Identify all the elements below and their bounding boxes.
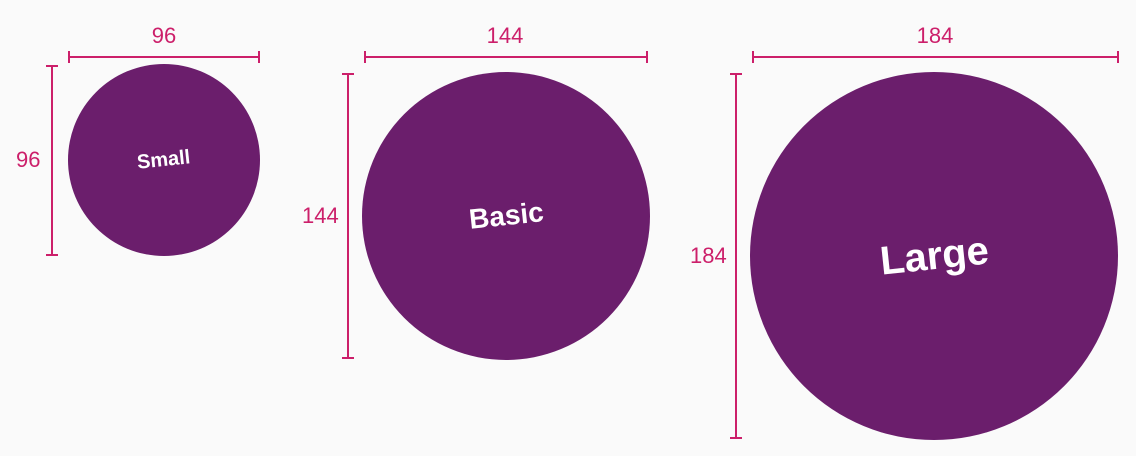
- width-dimension-label: 96: [151, 23, 177, 48]
- height-dimension-cap-start: [342, 73, 354, 75]
- height-dimension-cap-start: [730, 73, 742, 75]
- height-dimension-line: [347, 73, 349, 358]
- height-dimension-label: 96: [16, 147, 41, 172]
- height-dimension-line: [735, 73, 737, 439]
- height-dimension-cap-start: [46, 65, 58, 67]
- height-dimension-label: 144: [302, 203, 339, 228]
- width-dimension-label: 144: [486, 23, 524, 48]
- width-dimension-cap-end: [1117, 51, 1119, 63]
- large-circle: Large: [750, 72, 1118, 440]
- width-dimension-line: [364, 56, 648, 58]
- circle-label: Large: [877, 227, 991, 284]
- height-dimension-cap-end: [730, 437, 742, 439]
- width-dimension-line: [68, 56, 259, 58]
- height-dimension-line: [51, 65, 53, 256]
- basic-circle: Basic: [362, 72, 650, 360]
- height-dimension-cap-end: [46, 254, 58, 256]
- height-dimension-cap-end: [342, 357, 354, 359]
- width-dimension-line: [752, 56, 1119, 58]
- width-dimension-cap-start: [364, 51, 366, 63]
- height-dimension-label: 184: [690, 243, 727, 268]
- width-dimension-cap-start: [752, 51, 754, 63]
- width-dimension-cap-end: [258, 51, 260, 63]
- width-dimension-label: 184: [916, 23, 954, 48]
- width-dimension-cap-end: [646, 51, 648, 63]
- width-dimension-cap-start: [68, 51, 70, 63]
- circle-label: Basic: [467, 196, 545, 235]
- circle-label: Small: [136, 145, 192, 174]
- small-circle: Small: [68, 64, 260, 256]
